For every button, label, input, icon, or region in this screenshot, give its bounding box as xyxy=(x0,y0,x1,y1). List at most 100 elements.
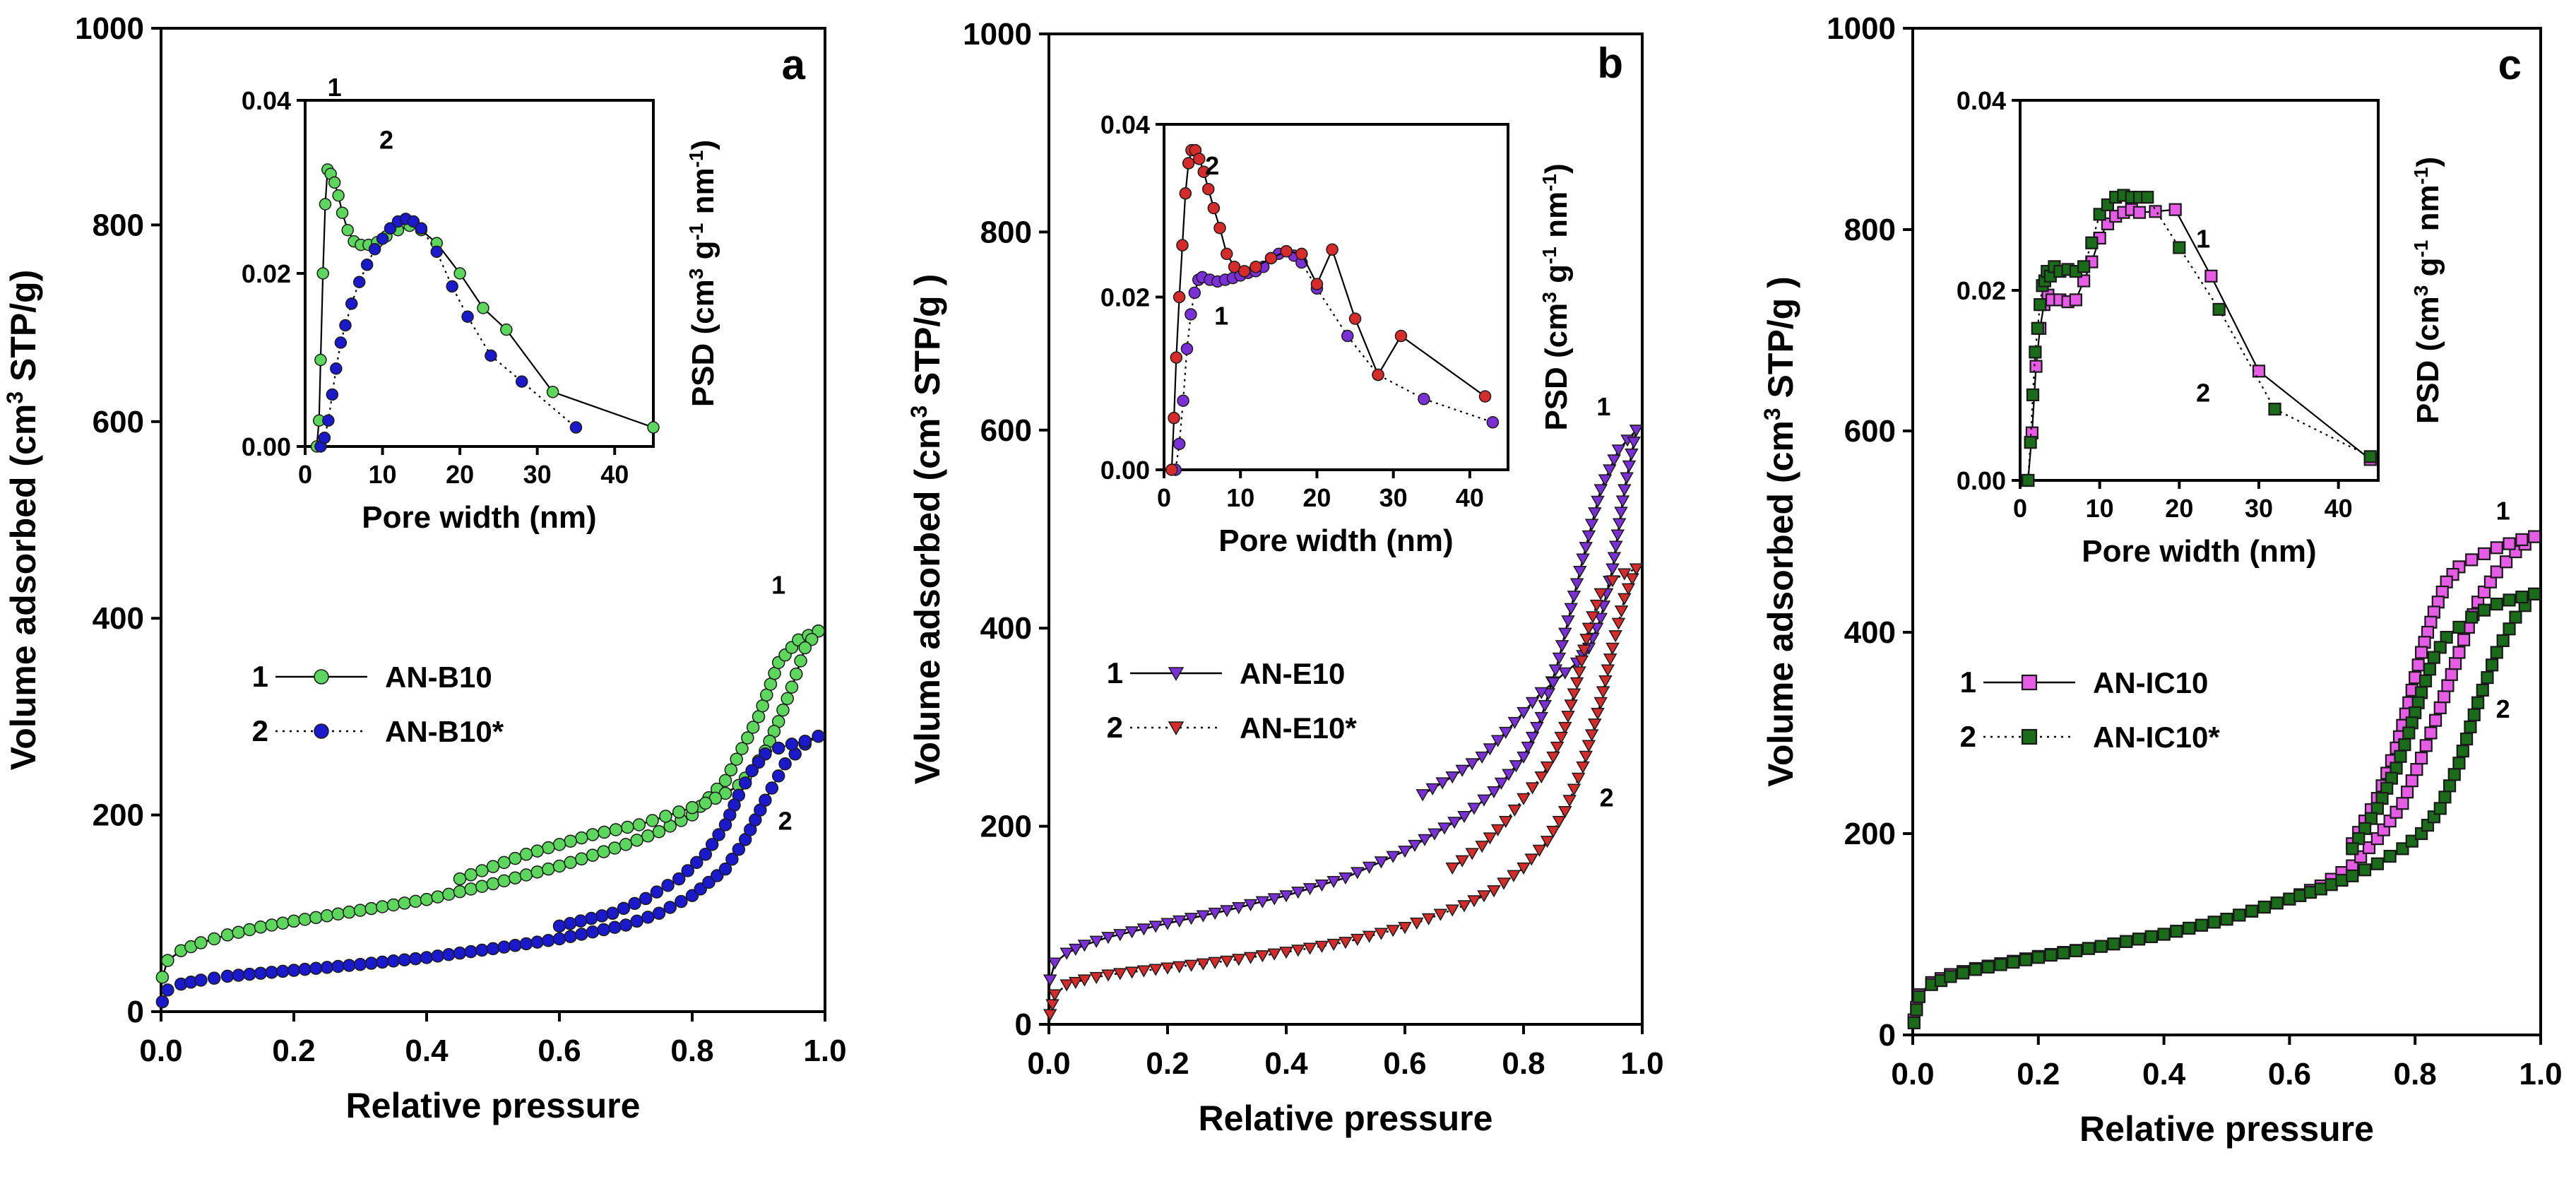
data-point xyxy=(2423,663,2437,676)
data-point xyxy=(2170,925,2183,938)
data-point xyxy=(1912,990,1925,1003)
data-point xyxy=(1603,653,1618,666)
data-point xyxy=(2447,768,2461,781)
data-point xyxy=(2418,674,2433,687)
data-point xyxy=(1124,966,1139,979)
data-point xyxy=(1994,958,2007,971)
data-point xyxy=(1540,761,1555,774)
data-point xyxy=(552,932,566,946)
y-tick-label: 800 xyxy=(980,215,1032,249)
data-point xyxy=(542,934,555,947)
data-point xyxy=(1089,935,1103,948)
data-point xyxy=(1516,793,1531,805)
inset-y-axis-label: PSD (cm3 g-1 nm-1) xyxy=(2410,157,2446,424)
y-tick-label: 0 xyxy=(1879,1018,1896,1053)
data-point xyxy=(207,971,221,985)
data-point xyxy=(1507,870,1521,882)
data-point xyxy=(619,838,633,851)
data-point xyxy=(1465,848,1479,860)
data-point xyxy=(586,848,600,862)
data-point xyxy=(161,954,174,967)
inset-data-point xyxy=(316,267,329,280)
data-point xyxy=(1610,529,1625,542)
inset-data-point xyxy=(2204,269,2218,283)
x-tick-label: 0.6 xyxy=(2268,1057,2311,1091)
data-point xyxy=(1576,553,1590,566)
data-point xyxy=(1415,789,1430,802)
inset-series-line xyxy=(319,218,577,447)
data-point xyxy=(2031,951,2045,964)
data-point xyxy=(812,729,825,743)
data-point xyxy=(486,860,500,873)
label-part: STP/g) xyxy=(4,270,43,391)
data-point xyxy=(1588,507,1602,520)
y-tick-label: 200 xyxy=(93,798,144,833)
data-point xyxy=(1047,957,1062,970)
data-point xyxy=(2515,533,2529,547)
data-point xyxy=(1045,999,1060,1012)
inset-x-tick-label: 30 xyxy=(1379,483,1408,512)
inset-x-tick-label: 40 xyxy=(600,460,629,489)
inset-data-point xyxy=(2022,473,2035,487)
data-point xyxy=(509,851,522,865)
data-point xyxy=(663,901,677,914)
data-point xyxy=(1621,583,1636,596)
data-point xyxy=(1161,918,1175,930)
data-point xyxy=(2370,857,2384,870)
inset-y-tick-label: 0.02 xyxy=(242,259,291,288)
plot-frame xyxy=(1911,27,2542,1036)
data-point xyxy=(1907,1016,1921,1030)
legend-marker xyxy=(314,669,329,685)
data-point xyxy=(2419,739,2433,752)
data-point xyxy=(194,936,208,949)
data-point xyxy=(2490,646,2503,659)
inset-x-tick-label: 20 xyxy=(1302,483,1331,512)
data-point xyxy=(563,917,577,930)
data-point xyxy=(1577,644,1591,657)
data-point xyxy=(2433,701,2447,714)
data-point xyxy=(1574,655,1589,668)
data-point xyxy=(254,966,268,980)
data-point xyxy=(2448,657,2462,670)
data-point xyxy=(331,907,345,920)
data-point xyxy=(453,946,467,960)
data-point xyxy=(641,911,655,924)
data-point xyxy=(1591,495,1605,508)
inset-data-point xyxy=(407,215,420,228)
panel-letter: c xyxy=(2498,41,2522,88)
data-point xyxy=(1433,908,1448,921)
data-point xyxy=(265,966,278,979)
data-point xyxy=(1538,700,1553,713)
data-point xyxy=(641,829,655,843)
legend-label: AN-IC10* xyxy=(2093,721,2220,754)
data-point xyxy=(1534,687,1548,699)
data-point xyxy=(276,964,290,978)
data-point xyxy=(1910,1003,1923,1017)
inset-data-point xyxy=(319,198,332,211)
data-point xyxy=(287,914,301,928)
data-point xyxy=(1291,945,1305,957)
inset-data-point xyxy=(376,232,389,245)
data-point xyxy=(2314,882,2327,896)
data-point xyxy=(2410,763,2423,776)
inset-series-number-label: 2 xyxy=(1205,151,1219,180)
series-AN-E10*: 2 xyxy=(1043,563,1644,1022)
inset-data-point xyxy=(1197,165,1211,178)
data-point xyxy=(1148,964,1163,976)
data-point xyxy=(776,703,790,717)
data-point xyxy=(1255,950,1270,963)
data-point xyxy=(2452,620,2466,634)
inset-data-point xyxy=(1173,437,1186,451)
data-point xyxy=(1069,976,1083,990)
data-point xyxy=(586,925,600,939)
inset-series-number-label: 2 xyxy=(379,126,393,155)
data-point xyxy=(542,862,555,876)
data-point xyxy=(1612,518,1627,531)
data-point xyxy=(1540,836,1555,848)
data-point xyxy=(1957,966,1970,980)
series-number-label: 2 xyxy=(1600,783,1614,812)
series-line xyxy=(1049,567,1638,1015)
data-point xyxy=(2398,738,2411,752)
data-point xyxy=(1584,729,1599,742)
data-point xyxy=(609,823,623,836)
